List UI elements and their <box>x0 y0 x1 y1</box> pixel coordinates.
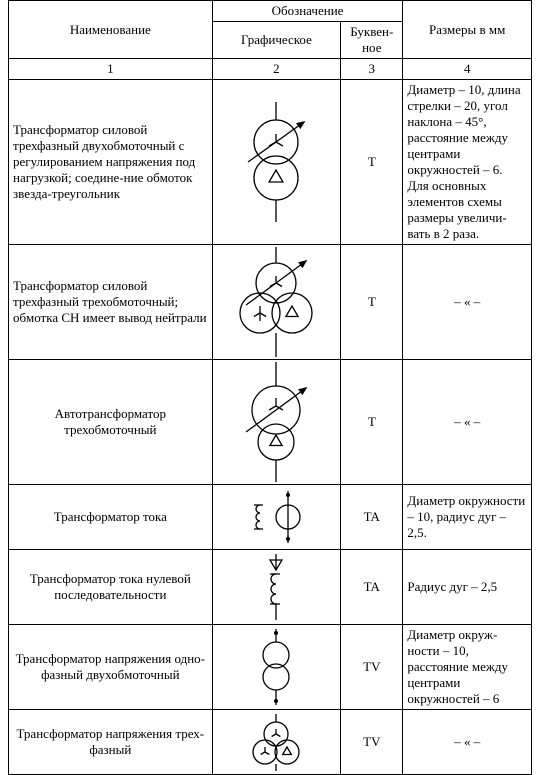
cell-symbol <box>212 485 341 550</box>
ct-icon <box>213 487 341 547</box>
colnum-4: 4 <box>403 59 532 80</box>
cell-name: Трансформатор тока <box>9 485 213 550</box>
vt-3phase-icon <box>213 712 341 772</box>
colnum-3: 3 <box>341 59 403 80</box>
cell-dimensions: Радиус дуг – 2,5 <box>403 550 532 625</box>
cell-symbol <box>212 245 341 360</box>
two-winding-wye-delta-icon <box>213 102 341 222</box>
cell-letter: TA <box>341 485 403 550</box>
cell-dimensions: – « – <box>403 245 532 360</box>
cell-letter: T <box>341 245 403 360</box>
cell-symbol <box>212 550 341 625</box>
col-name: Наименование <box>9 1 213 59</box>
col-letter: Буквен-ное <box>341 22 403 59</box>
cell-symbol <box>212 80 341 245</box>
vt-1phase-icon <box>213 627 341 707</box>
cell-letter: TA <box>341 550 403 625</box>
table-row: Автотрансформатор трехобмоточный T– « – <box>9 360 532 485</box>
cell-dimensions: – « – <box>403 710 532 775</box>
table-row: Трансформатор силовой трехфазный трехобм… <box>9 245 532 360</box>
cell-name: Автотрансформатор трехобмоточный <box>9 360 213 485</box>
autotransformer-icon <box>213 362 341 482</box>
cell-dimensions: Диаметр окруж-ности – 10, расстояние меж… <box>403 625 532 710</box>
cell-symbol <box>212 710 341 775</box>
table-header: Наименование Обозначение Размеры в мм Гр… <box>9 1 532 80</box>
designation-table: Наименование Обозначение Размеры в мм Гр… <box>8 0 532 775</box>
three-winding-icon <box>213 247 341 357</box>
col-graphical: Графическое <box>212 22 341 59</box>
cell-symbol <box>212 625 341 710</box>
table-row: Трансформатор тока TAДиаметр окружности –… <box>9 485 532 550</box>
table-row: Трансформатор напряжения одно-фазный дву… <box>9 625 532 710</box>
cell-name: Трансформатор тока нулевой последователь… <box>9 550 213 625</box>
cell-dimensions: Диаметр окружности – 10, радиус дуг – 2,… <box>403 485 532 550</box>
cell-name: Трансформатор силовой трехфазный трехобм… <box>9 245 213 360</box>
col-dimensions: Размеры в мм <box>403 1 532 59</box>
cell-name: Трансформатор напряжения одно-фазный дву… <box>9 625 213 710</box>
cell-letter: TV <box>341 625 403 710</box>
ct-zero-icon <box>213 552 341 622</box>
colnum-2: 2 <box>212 59 341 80</box>
cell-letter: T <box>341 360 403 485</box>
col-designation: Обозначение <box>212 1 403 22</box>
table-row: Трансформатор силовой трехфазный двухобм… <box>9 80 532 245</box>
cell-symbol <box>212 360 341 485</box>
cell-letter: T <box>341 80 403 245</box>
cell-name: Трансформатор напряжения трех-фазный <box>9 710 213 775</box>
colnum-1: 1 <box>9 59 213 80</box>
cell-name: Трансформатор силовой трехфазный двухобм… <box>9 80 213 245</box>
cell-dimensions: Диаметр – 10, длина стрелки – 20, угол н… <box>403 80 532 245</box>
table-row: Трансформатор тока нулевой последователь… <box>9 550 532 625</box>
table-body: Трансформатор силовой трехфазный двухобм… <box>9 80 532 775</box>
cell-dimensions: – « – <box>403 360 532 485</box>
table-row: Трансформатор напряжения трех-фазный TV– … <box>9 710 532 775</box>
cell-letter: TV <box>341 710 403 775</box>
